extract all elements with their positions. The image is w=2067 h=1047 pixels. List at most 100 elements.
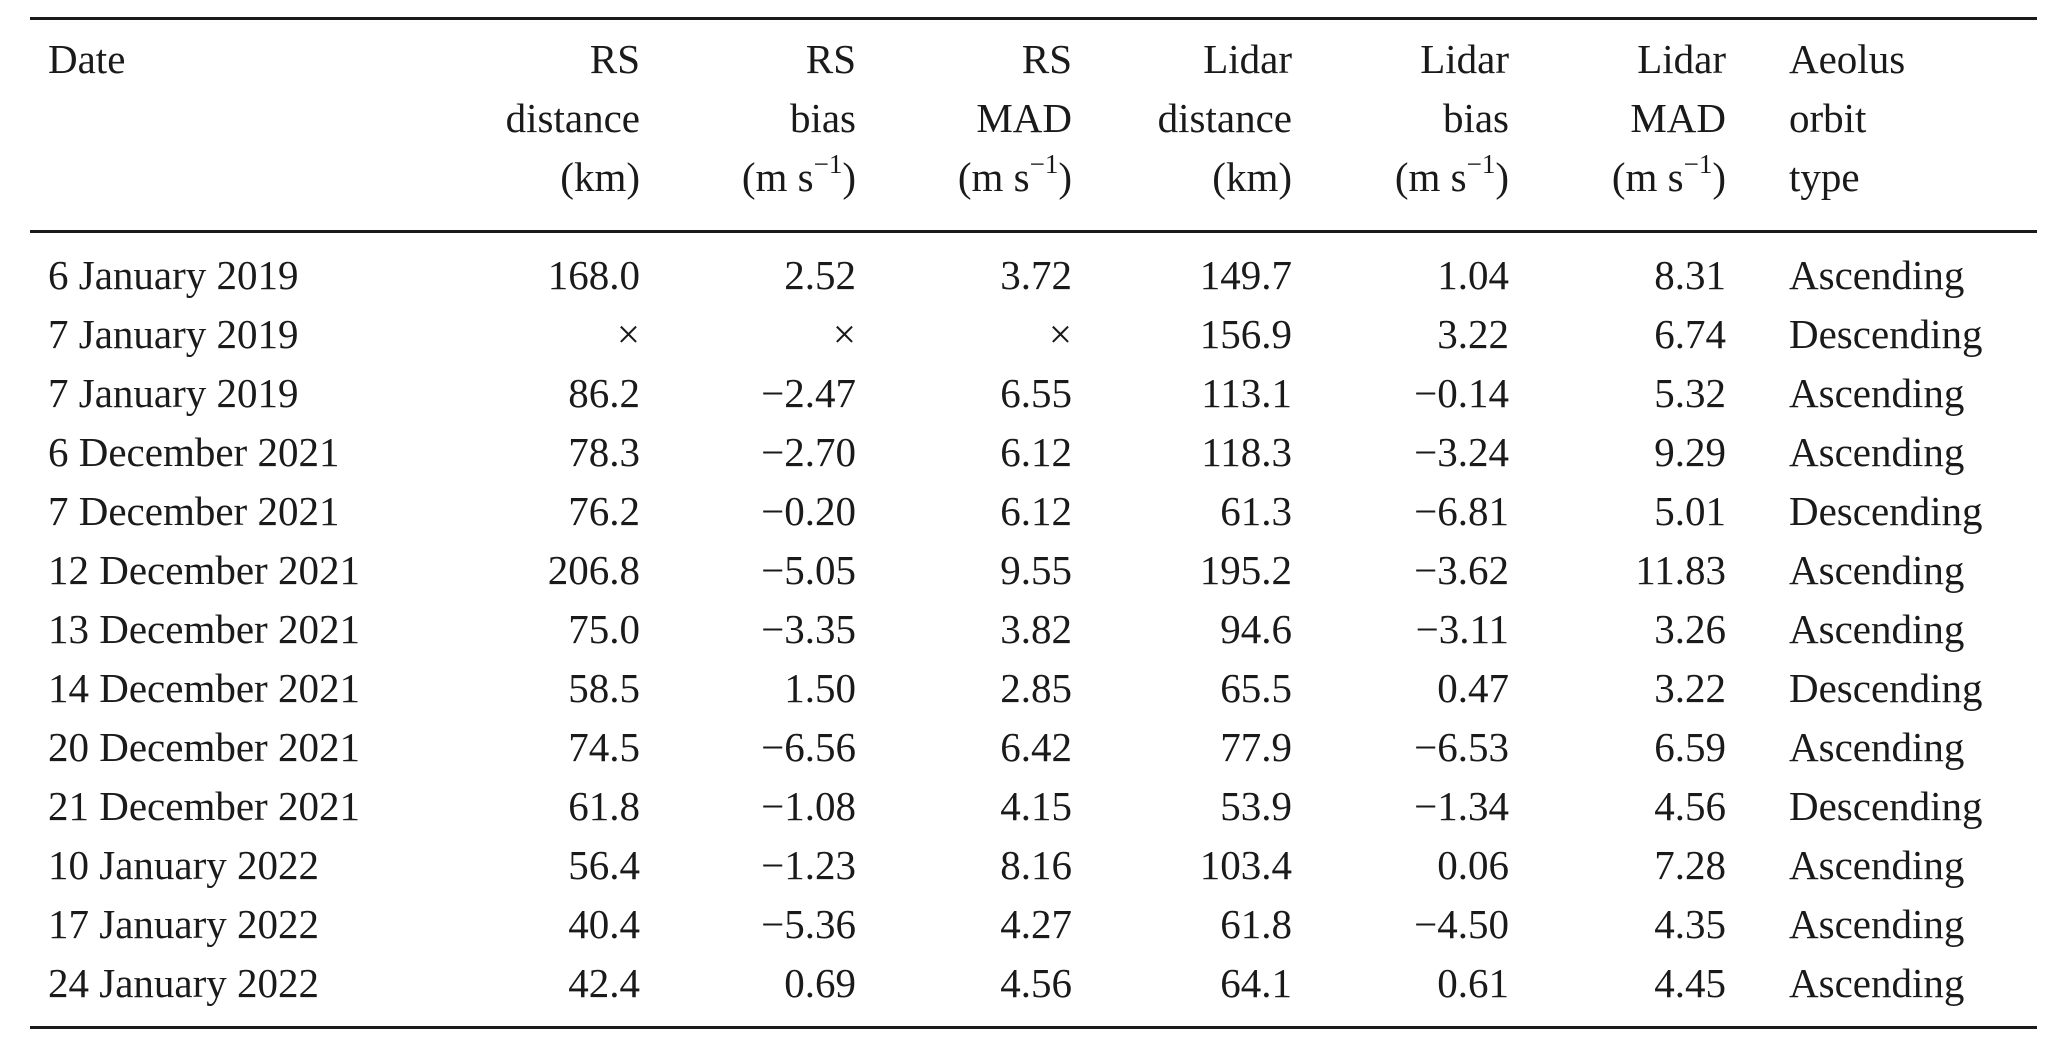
- header-unit: (m s−1): [856, 148, 1072, 207]
- table-row: 13 December 2021 75.0 −3.35 3.82 94.6 −3.11 3.…: [48, 600, 2044, 659]
- cell-rs-bias: −0.20: [761, 488, 856, 534]
- cell-lidar-bias: 0.61: [1437, 960, 1509, 1006]
- cell-rs-mad: 4.27: [1000, 901, 1072, 947]
- table-top-rule: [30, 17, 2037, 20]
- cell-lidar-distance: 53.9: [1220, 783, 1292, 829]
- cell-orbit-type: Ascending: [1789, 429, 1965, 475]
- cell-rs-mad: 6.12: [1000, 488, 1072, 534]
- unit-text: (m s: [957, 154, 1030, 200]
- header-line: MAD: [976, 95, 1072, 141]
- cell-date: 7 January 2019: [48, 370, 299, 416]
- header-lidar-bias: Lidar bias (m s−1): [1292, 30, 1509, 226]
- table-row: 6 December 2021 78.3 −2.70 6.12 118.3 −3.24 9.…: [48, 423, 2044, 482]
- cell-lidar-distance: 156.9: [1199, 311, 1292, 357]
- cell-lidar-mad: 5.32: [1654, 370, 1726, 416]
- cell-rs-distance: ×: [616, 311, 640, 357]
- cell-lidar-bias: 3.22: [1437, 311, 1509, 357]
- header-lidar-mad: Lidar MAD (m s−1): [1509, 30, 1726, 226]
- cell-lidar-mad: 3.26: [1654, 606, 1726, 652]
- cell-lidar-bias: −6.53: [1414, 724, 1509, 770]
- cell-rs-distance: 61.8: [568, 783, 640, 829]
- cell-rs-mad: 6.42: [1000, 724, 1072, 770]
- table-row: 6 January 2019 168.0 2.52 3.72 149.7 1.04 8.31…: [48, 226, 2044, 305]
- table-row: 21 December 2021 61.8 −1.08 4.15 53.9 −1.34 4.…: [48, 777, 2044, 836]
- table-row: 7 January 2019 × × × 156.9 3.22 6.74 Descending: [48, 305, 2044, 364]
- cell-orbit-type: Descending: [1789, 488, 1983, 534]
- cell-lidar-distance: 61.8: [1220, 901, 1292, 947]
- header-line: distance: [505, 95, 640, 141]
- header-line: RS: [589, 36, 640, 82]
- cell-lidar-mad: 11.83: [1635, 547, 1726, 593]
- cell-rs-bias: −1.08: [761, 783, 856, 829]
- header-rs-bias: RS bias (m s−1): [640, 30, 856, 226]
- cell-lidar-mad: 4.56: [1654, 783, 1726, 829]
- cell-orbit-type: Ascending: [1789, 901, 1965, 947]
- cell-date: 6 January 2019: [48, 252, 299, 298]
- cell-rs-mad: 6.12: [1000, 429, 1072, 475]
- cell-rs-bias: −3.35: [761, 606, 856, 652]
- cell-rs-bias: −2.47: [761, 370, 856, 416]
- header-line: type: [1789, 154, 1860, 200]
- cell-rs-distance: 86.2: [568, 370, 640, 416]
- header-unit: (m s−1): [640, 148, 856, 207]
- cell-orbit-type: Ascending: [1789, 547, 1965, 593]
- cell-lidar-mad: 8.31: [1654, 252, 1726, 298]
- header-unit: (m s−1): [1509, 148, 1726, 207]
- cell-rs-distance: 40.4: [568, 901, 640, 947]
- cell-rs-mad: 9.55: [1000, 547, 1072, 593]
- cell-rs-bias: 1.50: [784, 665, 856, 711]
- header-line: MAD: [1630, 95, 1726, 141]
- header-unit: (m s−1): [1292, 148, 1509, 207]
- cell-date: 7 December 2021: [48, 488, 340, 534]
- table-row: 14 December 2021 58.5 1.50 2.85 65.5 0.47 3.22…: [48, 659, 2044, 718]
- cell-date: 20 December 2021: [48, 724, 360, 770]
- cell-orbit-type: Descending: [1789, 311, 1983, 357]
- cell-rs-mad: 8.16: [1000, 842, 1072, 888]
- cell-orbit-type: Ascending: [1789, 606, 1965, 652]
- cell-rs-bias: −2.70: [761, 429, 856, 475]
- table-header-rule: [30, 230, 2037, 233]
- cell-rs-distance: 168.0: [547, 252, 640, 298]
- cell-date: 14 December 2021: [48, 665, 360, 711]
- cell-rs-distance: 42.4: [568, 960, 640, 1006]
- table-row: 24 January 2022 42.4 0.69 4.56 64.1 0.61 4.45 A…: [48, 954, 2044, 1013]
- cell-lidar-mad: 5.01: [1654, 488, 1726, 534]
- header-rs-mad: RS MAD (m s−1): [856, 30, 1072, 226]
- cell-rs-mad: ×: [1048, 311, 1072, 357]
- table-row: 20 December 2021 74.5 −6.56 6.42 77.9 −6.53 6.…: [48, 718, 2044, 777]
- cell-rs-distance: 76.2: [568, 488, 640, 534]
- cell-rs-mad: 3.82: [1000, 606, 1072, 652]
- header-line: RS: [1021, 36, 1072, 82]
- cell-rs-bias: 0.69: [784, 960, 856, 1006]
- header-line: bias: [1442, 95, 1509, 141]
- table-row: 17 January 2022 40.4 −5.36 4.27 61.8 −4.50 4.3…: [48, 895, 2044, 954]
- unit-text: (m s: [741, 154, 814, 200]
- cell-orbit-type: Ascending: [1789, 842, 1965, 888]
- cell-lidar-distance: 195.2: [1199, 547, 1292, 593]
- cell-lidar-distance: 77.9: [1220, 724, 1292, 770]
- cell-orbit-type: Descending: [1789, 783, 1983, 829]
- cell-lidar-distance: 113.1: [1201, 370, 1292, 416]
- header-line: Lidar: [1420, 36, 1509, 82]
- header-line: Date: [48, 36, 126, 82]
- cell-lidar-distance: 103.4: [1199, 842, 1292, 888]
- table-row: 7 January 2019 86.2 −2.47 6.55 113.1 −0.14 5.3…: [48, 364, 2044, 423]
- table-row: 10 January 2022 56.4 −1.23 8.16 103.4 0.06 7.2…: [48, 836, 2044, 895]
- header-date: Date: [48, 30, 388, 226]
- table-bottom-rule: [30, 1026, 2037, 1029]
- cell-date: 12 December 2021: [48, 547, 360, 593]
- cell-lidar-bias: −4.50: [1414, 901, 1509, 947]
- cell-orbit-type: Ascending: [1789, 724, 1965, 770]
- table-row: 7 December 2021 76.2 −0.20 6.12 61.3 −6.81 5.0…: [48, 482, 2044, 541]
- header-rs-distance: RS distance (km): [388, 30, 640, 226]
- cell-rs-mad: 2.85: [1000, 665, 1072, 711]
- header-line: (km): [1212, 154, 1292, 200]
- cell-lidar-bias: 0.06: [1437, 842, 1509, 888]
- cell-lidar-mad: 4.35: [1654, 901, 1726, 947]
- unit-exponent: −1: [813, 149, 843, 180]
- cell-rs-bias: ×: [832, 311, 856, 357]
- cell-rs-mad: 4.56: [1000, 960, 1072, 1006]
- cell-lidar-bias: 1.04: [1437, 252, 1509, 298]
- cell-lidar-distance: 65.5: [1220, 665, 1292, 711]
- header-row: Date RS distance (km) RS bias (m s−1) RS…: [48, 30, 2044, 226]
